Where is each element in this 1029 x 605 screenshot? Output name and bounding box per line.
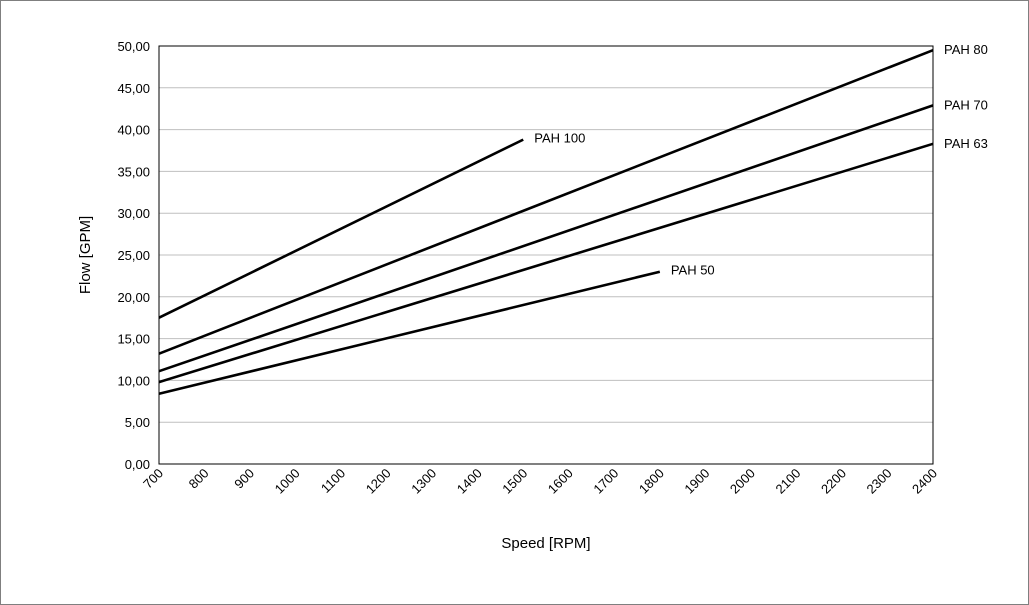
y-tick-label: 25,00 xyxy=(117,248,150,263)
x-axis-ticks: 700 800 900 1000 1100 1200 1300 1400 1500 1600 170… xyxy=(140,466,940,497)
y-tick-label: 50,00 xyxy=(117,39,150,54)
y-tick-label: 20,00 xyxy=(117,290,150,305)
y-tick-label: 40,00 xyxy=(117,123,150,138)
x-tick-label: 1700 xyxy=(590,466,621,497)
y-axis-ticks: 0,00 5,00 10,00 15,00 20,00 25,00 30,00 35,00 40… xyxy=(117,39,150,472)
y-tick-label: 0,00 xyxy=(125,457,150,472)
series-label: PAH 70 xyxy=(944,97,988,112)
x-tick-label: 800 xyxy=(186,466,212,492)
series-line xyxy=(158,48,934,355)
x-tick-label: 1800 xyxy=(636,466,667,497)
x-axis-title: Speed [RPM] xyxy=(501,535,590,552)
series-label: PAH 50 xyxy=(671,263,715,278)
y-tick-label: 15,00 xyxy=(117,332,150,347)
y-tick-label: 5,00 xyxy=(125,415,150,430)
y-tick-label: 10,00 xyxy=(117,373,150,388)
x-tick-label: 1300 xyxy=(408,466,439,497)
series-line xyxy=(158,142,934,384)
series-line xyxy=(158,270,661,396)
x-tick-label: 1500 xyxy=(499,466,530,497)
x-tick-label: 1100 xyxy=(318,466,348,496)
x-tick-label: 1400 xyxy=(454,466,485,497)
x-tick-label: 2100 xyxy=(772,466,803,497)
y-tick-label: 30,00 xyxy=(117,206,150,221)
series-label: PAH 80 xyxy=(944,42,988,57)
x-tick-label: 2200 xyxy=(818,466,849,497)
series-labels: PAH 100 PAH 80 PAH 70 PAH 63 PAH 50 xyxy=(534,42,988,278)
series-label: PAH 100 xyxy=(534,131,585,146)
y-tick-label: 35,00 xyxy=(117,164,150,179)
x-tick-label: 2000 xyxy=(727,466,758,497)
x-tick-label: 1200 xyxy=(363,466,394,497)
plot-area xyxy=(158,45,934,465)
series-label: PAH 63 xyxy=(944,136,988,151)
x-tick-label: 1900 xyxy=(681,466,712,497)
series-line xyxy=(158,104,934,373)
y-tick-label: 45,00 xyxy=(117,81,150,96)
x-tick-label: 1600 xyxy=(545,466,576,497)
series-lines xyxy=(158,48,934,396)
x-tick-label: 2400 xyxy=(909,466,940,497)
x-tick-label: 2300 xyxy=(864,466,895,497)
x-tick-label: 900 xyxy=(231,466,257,492)
gridlines xyxy=(159,87,933,423)
x-tick-label: 1000 xyxy=(272,466,303,497)
y-axis-title: Flow [GPM] xyxy=(77,216,94,294)
series-line xyxy=(158,138,524,319)
